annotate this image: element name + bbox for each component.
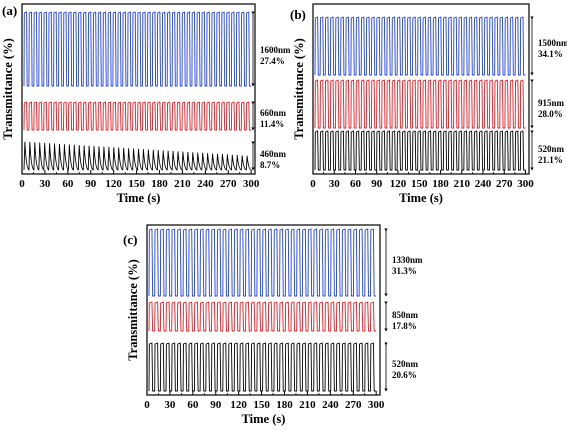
x-tick-label: 300 xyxy=(368,399,385,411)
x-tick-label: 210 xyxy=(453,178,470,190)
x-tick-label: 30 xyxy=(164,399,176,411)
x-tick-label: 60 xyxy=(187,399,199,411)
series-modulation-label: 21.1% xyxy=(538,155,563,165)
y-axis-label: Transmittance (%) xyxy=(1,38,15,139)
series-wavelength-label: 660nm xyxy=(260,108,287,118)
series-wavelength-label: 915nm xyxy=(538,98,565,108)
series-trace-915nm xyxy=(314,79,526,129)
x-tick-label: 150 xyxy=(253,399,270,411)
series-trace-1330nm xyxy=(148,228,377,297)
x-tick-label: 180 xyxy=(276,399,293,411)
x-tick-label: 0 xyxy=(19,178,25,190)
x-tick-label: 30 xyxy=(39,178,51,190)
x-axis-label: Time (s) xyxy=(117,191,161,205)
panel-label: (b) xyxy=(290,7,306,22)
series-wavelength-label: 520nm xyxy=(538,144,565,154)
x-tick-label: 270 xyxy=(496,178,513,190)
x-tick-label: 270 xyxy=(220,178,237,190)
series-wavelength-label: 460nm xyxy=(260,149,287,159)
panel-label: (a) xyxy=(2,3,17,18)
series-wavelength-label: 1330nm xyxy=(392,255,423,265)
series-modulation-label: 31.3% xyxy=(392,266,417,276)
series-trace-460nm xyxy=(23,141,252,171)
x-tick-label: 150 xyxy=(411,178,428,190)
plot-frame xyxy=(21,3,256,175)
series-trace-1500nm xyxy=(314,16,526,76)
series-modulation-label: 27.4% xyxy=(260,56,285,66)
series-trace-1600nm xyxy=(23,11,252,87)
x-tick-label: 60 xyxy=(62,178,74,190)
series-modulation-label: 28.0% xyxy=(538,109,563,119)
series-wavelength-label: 1600nm xyxy=(260,45,291,55)
x-tick-label: 210 xyxy=(299,399,316,411)
x-tick-label: 300 xyxy=(243,178,260,190)
chart-panel-a: (a) 0 30 60 90 120 150 180 210 240 270 300 Time (s) T… xyxy=(1,3,291,205)
plot-frame xyxy=(312,3,530,175)
series-modulation-label: 8.7% xyxy=(260,160,280,170)
x-tick-label: 240 xyxy=(322,399,339,411)
y-axis-label: Transmittance (%) xyxy=(126,259,140,360)
x-tick-label: 210 xyxy=(174,178,191,190)
x-tick-label: 150 xyxy=(128,178,145,190)
series-trace-660nm xyxy=(23,101,252,131)
x-tick-label: 90 xyxy=(210,399,222,411)
plot-frame xyxy=(146,224,381,396)
x-tick-label: 300 xyxy=(517,178,534,190)
x-tick-label: 270 xyxy=(345,399,362,411)
y-axis-label: Transmittance (%) xyxy=(292,38,306,139)
chart-panel-c: (c) 0 30 60 90 120 150 180 210 240 270 300 Time (s) T… xyxy=(123,224,423,426)
series-modulation-label: 11.4% xyxy=(260,119,284,129)
x-tick-label: 120 xyxy=(105,178,122,190)
series-trace-520nm xyxy=(148,342,377,392)
x-tick-label: 90 xyxy=(85,178,97,190)
series-trace-850nm xyxy=(148,301,377,332)
series-modulation-label: 20.6% xyxy=(392,370,417,380)
series-wavelength-label: 1500nm xyxy=(538,38,567,48)
panel-label: (c) xyxy=(123,232,137,247)
series-trace-520nm xyxy=(314,130,526,171)
x-tick-label: 180 xyxy=(432,178,449,190)
x-tick-label: 60 xyxy=(350,178,362,190)
x-tick-label: 180 xyxy=(151,178,168,190)
chart-panel-b: (b) 0 30 60 90 120 150 180 210 240 270 300 Time (s) T… xyxy=(290,3,567,205)
series-modulation-label: 17.8% xyxy=(392,321,417,331)
series-wavelength-label: 520nm xyxy=(392,359,419,369)
x-tick-label: 90 xyxy=(371,178,383,190)
x-axis-label: Time (s) xyxy=(399,191,443,205)
x-tick-label: 120 xyxy=(390,178,407,190)
x-tick-label: 240 xyxy=(475,178,492,190)
series-wavelength-label: 850nm xyxy=(392,310,419,320)
x-tick-label: 0 xyxy=(310,178,316,190)
x-tick-label: 0 xyxy=(144,399,150,411)
x-tick-label: 120 xyxy=(230,399,247,411)
series-modulation-label: 34.1% xyxy=(538,49,563,59)
x-tick-label: 30 xyxy=(329,178,341,190)
x-axis-label: Time (s) xyxy=(242,412,286,426)
x-tick-label: 240 xyxy=(197,178,214,190)
